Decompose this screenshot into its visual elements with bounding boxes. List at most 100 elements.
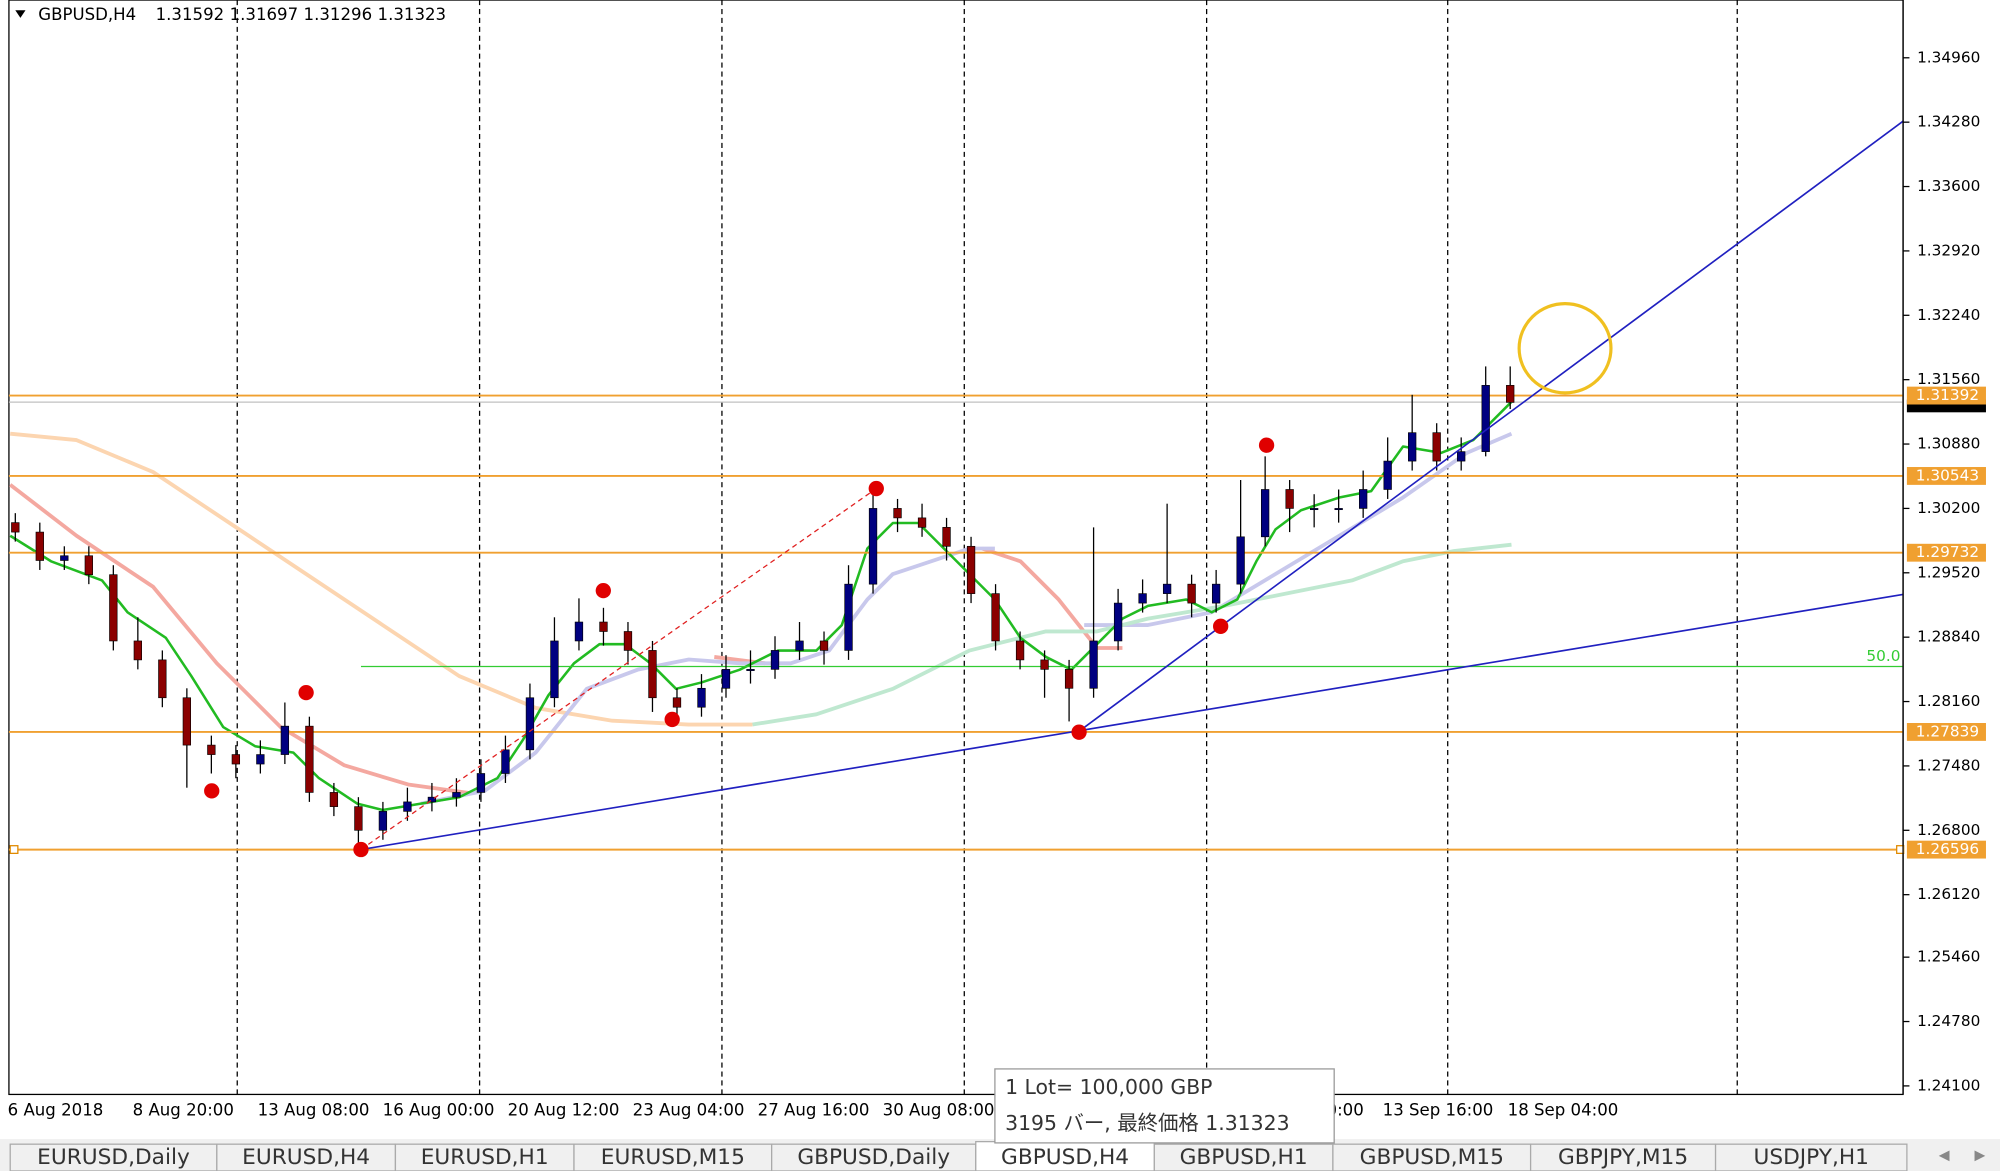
tab-scroll-right[interactable]: ▶ xyxy=(1974,1148,1985,1164)
candle-body xyxy=(942,527,951,547)
candle-body xyxy=(182,697,191,746)
y-tick-label: 1.26120 xyxy=(1917,885,1980,903)
candle-body xyxy=(1408,432,1417,462)
tab-label[interactable]: GBPUSD,H4 xyxy=(1001,1145,1129,1170)
dot xyxy=(868,480,884,497)
candle-body xyxy=(305,725,314,793)
candle-body xyxy=(1260,489,1270,538)
dot xyxy=(1258,437,1275,453)
tab-label[interactable]: EURUSD,M15 xyxy=(601,1145,745,1170)
x-tick-label: 30 Aug 08:00 xyxy=(883,1101,995,1120)
candle-body xyxy=(501,749,510,774)
candle-body xyxy=(599,621,608,632)
y-tick-label: 1.30200 xyxy=(1917,499,1980,517)
tab[interactable] xyxy=(1714,1143,1908,1171)
candle-body xyxy=(672,697,682,708)
quote-low: 1.31296 xyxy=(304,5,373,24)
candle-body xyxy=(403,801,412,812)
candle-body xyxy=(1481,385,1490,452)
candle-body xyxy=(231,754,241,765)
candle-body xyxy=(84,555,93,576)
level-tag xyxy=(1906,467,1986,485)
ma-line xyxy=(981,546,1123,650)
ma-line xyxy=(420,546,995,806)
y-tick-label: 1.24100 xyxy=(1917,1076,1980,1094)
chart-area xyxy=(8,0,1904,1096)
candle-body xyxy=(1432,432,1441,462)
level-label: 1.26596 xyxy=(1916,840,1979,858)
tab[interactable] xyxy=(1153,1143,1334,1171)
tab[interactable] xyxy=(394,1143,575,1171)
candle-body xyxy=(1236,536,1245,585)
fib-label: 50.0 xyxy=(1866,647,1900,665)
tab-label[interactable]: EURUSD,H1 xyxy=(421,1145,549,1170)
dot xyxy=(1213,618,1229,634)
candle-body xyxy=(1285,489,1294,509)
candle-body xyxy=(966,545,976,594)
tab-label[interactable]: GBPUSD,Daily xyxy=(797,1145,950,1170)
tab[interactable] xyxy=(216,1143,397,1171)
y-tick-label: 1.30880 xyxy=(1917,435,1980,453)
candle-body xyxy=(795,640,804,651)
candle-body xyxy=(623,631,633,651)
tab[interactable] xyxy=(573,1143,773,1171)
levels: 50.0 xyxy=(8,394,1904,851)
tab-scroll-left[interactable]: ◀ xyxy=(1939,1148,1950,1164)
dot xyxy=(664,711,680,728)
y-tick-label: 1.31560 xyxy=(1917,370,1980,388)
tab[interactable] xyxy=(1332,1143,1532,1171)
quote-open: 1.31592 xyxy=(156,5,225,24)
candle-body xyxy=(1162,583,1172,594)
candle-body xyxy=(256,754,265,765)
y-tick-label: 1.28840 xyxy=(1917,628,1980,646)
tab-label[interactable]: GBPJPY,M15 xyxy=(1558,1145,1688,1170)
ma-line xyxy=(10,431,753,727)
candle-body xyxy=(354,806,363,831)
x-tick-label: 20 Aug 12:00 xyxy=(508,1101,620,1120)
x-tick-label: 8 Aug 20:00 xyxy=(133,1101,234,1120)
candle-body xyxy=(476,773,486,793)
time-scale: 6 Aug 2018 8 Aug 20:00 13 Aug 08:00 16 Aug … xyxy=(8,1101,1619,1120)
tab-label[interactable]: GBPUSD,H1 xyxy=(1180,1145,1308,1170)
quote-close: 1.31323 xyxy=(378,5,447,24)
candle-body xyxy=(1040,659,1049,670)
level-tag xyxy=(1906,543,1986,562)
moving-averages xyxy=(9,400,1513,812)
x-tick-label: 27 Aug 16:00 xyxy=(758,1101,870,1120)
tab-label[interactable]: GBPUSD,M15 xyxy=(1360,1145,1504,1170)
y-tick-label: 1.25460 xyxy=(1917,948,1980,966)
candle-body xyxy=(868,508,878,585)
level-tag xyxy=(1906,386,1986,405)
candle-body xyxy=(917,517,927,528)
tab-label[interactable]: USDJPY,H1 xyxy=(1753,1145,1869,1170)
candle-body xyxy=(648,650,657,699)
y-tick-label: 1.29520 xyxy=(1917,563,1980,581)
candle-body xyxy=(721,669,731,689)
dot xyxy=(204,783,220,799)
candle-body xyxy=(109,574,118,642)
price-scale: 1.34960 1.34280 1.33600 1.32920 1.32240 1.315… xyxy=(1903,48,1986,1094)
level-label: 1.31392 xyxy=(1916,386,1979,404)
highlight-circle xyxy=(1517,302,1613,395)
menu-arrow xyxy=(15,10,26,18)
y-tick-label: 1.32240 xyxy=(1917,306,1980,324)
candle-body xyxy=(1506,385,1515,403)
candle-body xyxy=(1015,640,1025,661)
tab[interactable] xyxy=(975,1140,1155,1171)
dot xyxy=(595,582,611,599)
candle-body xyxy=(1359,489,1368,509)
y-tick-label: 1.24780 xyxy=(1917,1012,1980,1030)
handle xyxy=(9,845,19,854)
candle-body xyxy=(844,583,853,651)
candle-body xyxy=(452,792,461,798)
tab-label[interactable]: EURUSD,H4 xyxy=(242,1145,370,1170)
candle-body xyxy=(770,650,780,670)
candle-body xyxy=(1187,583,1196,604)
tab-label[interactable]: EURUSD,Daily xyxy=(37,1145,190,1170)
candle-body xyxy=(1211,583,1221,604)
ma-line xyxy=(1084,431,1513,627)
candle-body xyxy=(893,508,902,519)
ma-line xyxy=(752,542,1512,727)
candle-body xyxy=(1064,669,1074,689)
